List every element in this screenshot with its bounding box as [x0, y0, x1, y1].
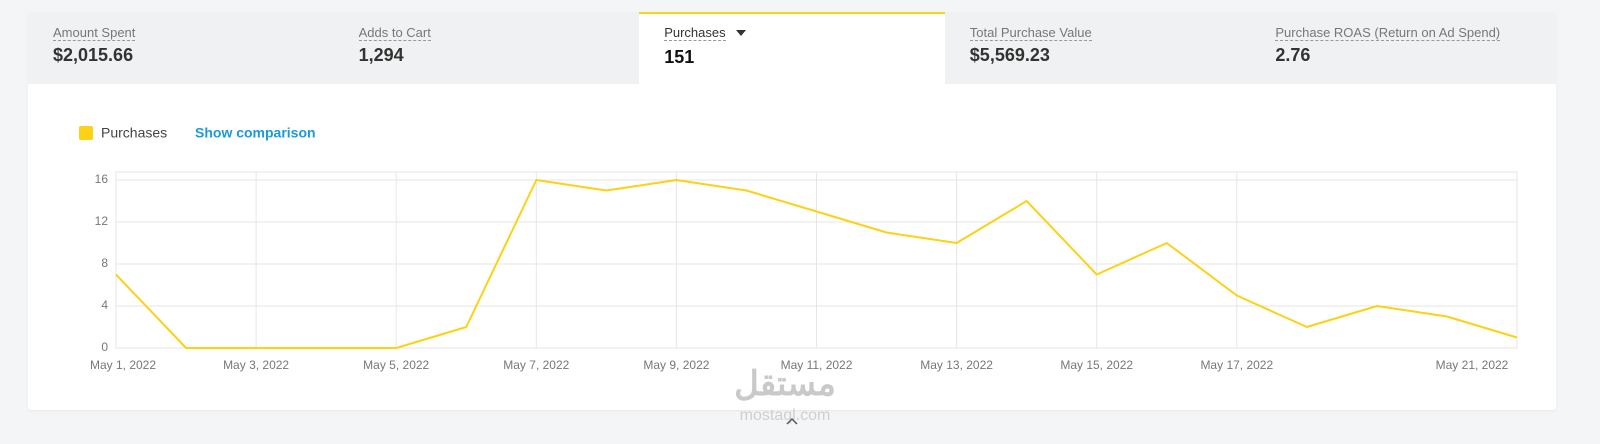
dropdown-arrow[interactable]	[736, 30, 747, 36]
x-tick-label: May 21, 2022	[1436, 358, 1509, 372]
legend-swatch	[79, 126, 93, 140]
metric-tab[interactable]: Adds to Cart 1,294	[334, 12, 640, 84]
x-tick-label: May 13, 2022	[920, 358, 993, 372]
x-tick-label: May 9, 2022	[643, 358, 709, 372]
metric-label: Purchase ROAS (Return on Ad Spend)	[1275, 25, 1501, 41]
metric-tab[interactable]: Total Purchase Value $5,569.23	[945, 12, 1251, 84]
metric-value: 151	[664, 47, 695, 67]
y-tick-label: 8	[101, 256, 108, 270]
metric-label: Total Purchase Value	[969, 25, 1092, 41]
data-line	[115, 179, 1518, 349]
metric-tab[interactable]: Purchase ROAS (Return on Ad Spend) 2.76	[1250, 12, 1556, 84]
y-tick-label: 12	[95, 214, 109, 228]
x-tick-label: May 1, 2022	[90, 358, 156, 372]
x-tick-label: May 15, 2022	[1060, 358, 1133, 372]
metric-value: $5,569.23	[969, 45, 1050, 65]
y-tick-label: 16	[95, 172, 109, 186]
watermark-logo: مستقل	[734, 365, 836, 403]
y-tick-label: 0	[101, 340, 108, 354]
metric-label: Amount Spent	[53, 25, 136, 41]
x-tick-label: May 17, 2022	[1200, 358, 1273, 372]
metric-label: Purchases	[664, 25, 726, 41]
y-tick-label: 4	[101, 298, 108, 312]
legend-label: Purchases	[101, 125, 167, 141]
metric-tab[interactable]: Purchases 151	[639, 12, 945, 84]
x-tick-label: May 3, 2022	[223, 358, 289, 372]
x-tick-label: May 5, 2022	[363, 358, 429, 372]
metric-value: 1,294	[358, 45, 404, 65]
watermark-site: mostaql.com	[740, 407, 831, 424]
comparison-link[interactable]: Show comparison	[195, 125, 316, 141]
metric-value: 2.76	[1275, 45, 1311, 65]
collapse-chevron[interactable]	[786, 417, 798, 425]
x-tick-label: May 11, 2022	[781, 358, 853, 372]
x-tick-label: May 7, 2022	[503, 358, 569, 372]
metric-tab[interactable]: Amount Spent $2,015.66	[28, 12, 334, 84]
metric-label: Adds to Cart	[358, 25, 431, 41]
metric-value: $2,015.66	[53, 45, 134, 65]
